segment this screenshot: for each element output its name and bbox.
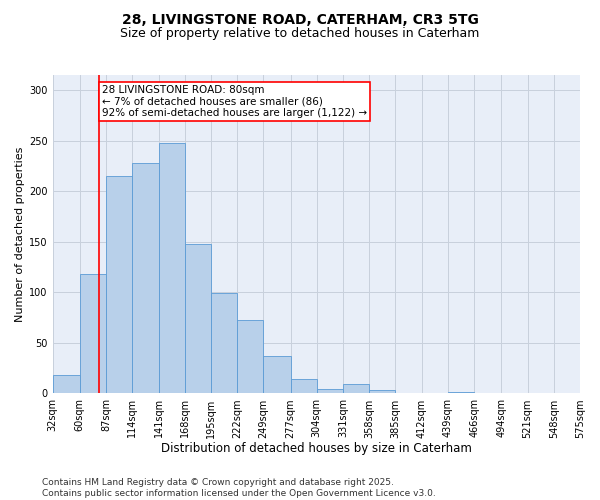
X-axis label: Distribution of detached houses by size in Caterham: Distribution of detached houses by size …: [161, 442, 472, 455]
Bar: [317, 390, 343, 394]
Bar: [290, 380, 317, 394]
Bar: [369, 390, 395, 394]
Y-axis label: Number of detached properties: Number of detached properties: [15, 146, 25, 322]
Text: Contains HM Land Registry data © Crown copyright and database right 2025.
Contai: Contains HM Land Registry data © Crown c…: [42, 478, 436, 498]
Bar: [53, 376, 80, 394]
Bar: [211, 294, 237, 394]
Bar: [132, 163, 158, 394]
Bar: [448, 392, 474, 394]
Text: 28 LIVINGSTONE ROAD: 80sqm
← 7% of detached houses are smaller (86)
92% of semi-: 28 LIVINGSTONE ROAD: 80sqm ← 7% of detac…: [102, 85, 367, 118]
Bar: [263, 356, 290, 394]
Bar: [185, 244, 211, 394]
Text: 28, LIVINGSTONE ROAD, CATERHAM, CR3 5TG: 28, LIVINGSTONE ROAD, CATERHAM, CR3 5TG: [122, 12, 478, 26]
Bar: [237, 320, 263, 394]
Bar: [343, 384, 369, 394]
Bar: [80, 274, 106, 394]
Bar: [158, 142, 185, 394]
Text: Size of property relative to detached houses in Caterham: Size of property relative to detached ho…: [121, 28, 479, 40]
Bar: [106, 176, 132, 394]
